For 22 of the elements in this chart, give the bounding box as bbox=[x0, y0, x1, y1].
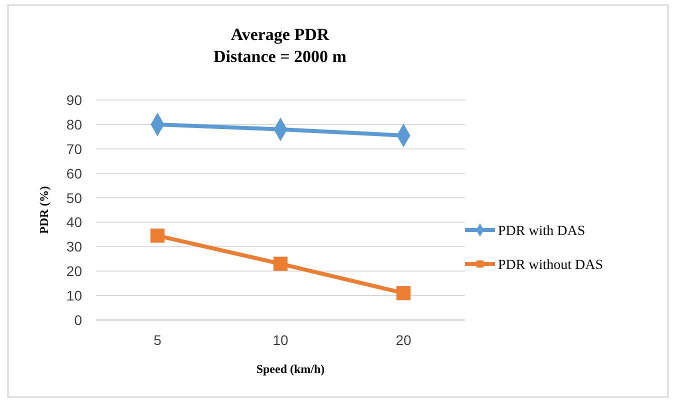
x-tick-label: 20 bbox=[396, 332, 412, 348]
y-tick-label: 50 bbox=[66, 190, 82, 206]
y-tick-label: 10 bbox=[66, 288, 82, 304]
y-tick-label: 0 bbox=[74, 312, 82, 328]
y-tick-label: 40 bbox=[66, 214, 82, 230]
chart-subtitle: Distance = 2000 m bbox=[214, 47, 346, 66]
y-tick-label: 70 bbox=[66, 140, 82, 157]
y-tick-label: 20 bbox=[66, 263, 82, 280]
x-axis-title: Speed (km/h) bbox=[256, 362, 325, 376]
x-tick-label: 5 bbox=[154, 332, 162, 348]
point bbox=[150, 228, 165, 243]
x-tick-label: 10 bbox=[272, 332, 288, 348]
y-tick-label: 60 bbox=[66, 165, 82, 182]
legend-label: PDR without DAS bbox=[498, 258, 604, 273]
point bbox=[396, 286, 411, 300]
y-tick-label: 90 bbox=[66, 92, 82, 108]
point bbox=[273, 256, 288, 271]
chart-title: Average PDR bbox=[230, 25, 330, 44]
y-tick-label: 30 bbox=[66, 238, 82, 255]
y-axis-title: PDR (%) bbox=[37, 186, 51, 234]
legend-label: PDR with DAS bbox=[498, 224, 586, 239]
y-tick-label: 80 bbox=[66, 116, 82, 132]
